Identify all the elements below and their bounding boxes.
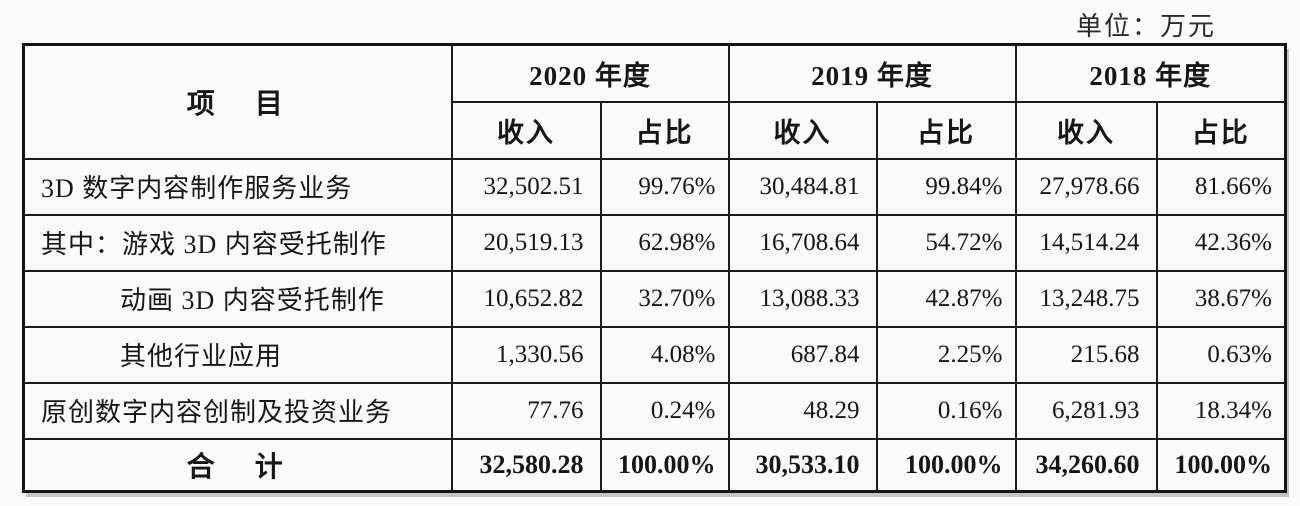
column-header-share-2019: 占比 [875,100,1017,160]
table-row: 其中：游戏 3D 内容受托制作 20,519.13 62.98% 16,708.… [22,213,1287,272]
revenue-2019-cell: 30,484.81 [727,157,878,216]
share-2018-cell: 0.63% [1155,325,1287,384]
share-2020-cell: 32.70% [599,269,730,328]
revenue-2020-cell: 32,502.51 [450,157,602,216]
share-2019-cell: 0.16% [875,381,1017,440]
share-2019-cell: 2.25% [875,325,1017,384]
unit-label: 单位：万元 [1075,12,1216,41]
revenue-2019-cell: 687.84 [727,325,878,384]
column-header-year-2019: 2019 年度 [727,43,1017,103]
share-2020-cell: 0.24% [599,381,730,440]
table-total-row: 合 计 32,580.28 100.00% 30,533.10 100.00% … [22,437,1287,493]
share-2018-cell: 81.66% [1155,157,1287,216]
revenue-2018-cell: 215.68 [1014,325,1158,384]
revenue-2020-cell: 10,652.82 [450,269,602,328]
share-2020-cell: 99.76% [599,157,730,216]
total-share-2019-cell: 100.00% [875,437,1017,493]
column-header-revenue-2020: 收入 [450,100,602,160]
row-label: 原创数字内容创制及投资业务 [22,381,453,440]
table-header-years-row: 项 目 2020 年度 2019 年度 2018 年度 [22,43,1287,160]
table-header-subcolumns-row: 收入 占比 收入 占比 收入 占比 [24,100,1287,160]
row-label: 其他行业应用 [22,325,453,384]
row-label: 其中：游戏 3D 内容受托制作 [22,213,453,272]
share-2018-cell: 42.36% [1155,213,1287,272]
column-header-revenue-2018: 收入 [1014,100,1158,160]
revenue-2019-cell: 16,708.64 [727,213,878,272]
total-share-2018-cell: 100.00% [1155,437,1287,493]
revenue-2019-cell: 48.29 [727,381,878,440]
table-row: 其他行业应用 1,330.56 4.08% 687.84 2.25% 215.6… [22,325,1287,384]
total-revenue-2018-cell: 34,260.60 [1014,437,1158,493]
column-header-year-2020: 2020 年度 [450,43,730,103]
revenue-2018-cell: 6,281.93 [1014,381,1158,440]
table-row: 原创数字内容创制及投资业务 77.76 0.24% 48.29 0.16% 6,… [22,381,1287,440]
revenue-breakdown-table: 项 目 2020 年度 2019 年度 2018 年度 收入 占比 收入 占比 … [22,43,1287,493]
share-2020-cell: 4.08% [599,325,730,384]
row-label: 3D 数字内容制作服务业务 [22,157,453,216]
column-header-item: 项 目 [22,43,453,160]
revenue-2020-cell: 1,330.56 [450,325,602,384]
share-2019-cell: 54.72% [875,213,1017,272]
total-row-label: 合 计 [22,437,453,493]
revenue-2019-cell: 13,088.33 [727,269,878,328]
table-row: 动画 3D 内容受托制作 10,652.82 32.70% 13,088.33 … [22,269,1287,328]
share-2019-cell: 99.84% [875,157,1017,216]
column-header-share-2020: 占比 [599,100,730,160]
revenue-2018-cell: 27,978.66 [1014,157,1158,216]
column-header-year-2018: 2018 年度 [1014,43,1287,103]
revenue-2018-cell: 14,514.24 [1014,213,1158,272]
revenue-2018-cell: 13,248.75 [1014,269,1158,328]
total-revenue-2020-cell: 32,580.28 [450,437,602,493]
column-header-revenue-2019: 收入 [727,100,878,160]
share-2019-cell: 42.87% [875,269,1017,328]
revenue-2020-cell: 20,519.13 [450,213,602,272]
total-revenue-2019-cell: 30,533.10 [727,437,878,493]
total-share-2020-cell: 100.00% [599,437,730,493]
share-2020-cell: 62.98% [599,213,730,272]
column-header-share-2018: 占比 [1155,100,1287,160]
row-label: 动画 3D 内容受托制作 [22,269,453,328]
table-row: 3D 数字内容制作服务业务 32,502.51 99.76% 30,484.81… [22,157,1287,216]
revenue-2020-cell: 77.76 [450,381,602,440]
share-2018-cell: 38.67% [1155,269,1287,328]
share-2018-cell: 18.34% [1155,381,1287,440]
